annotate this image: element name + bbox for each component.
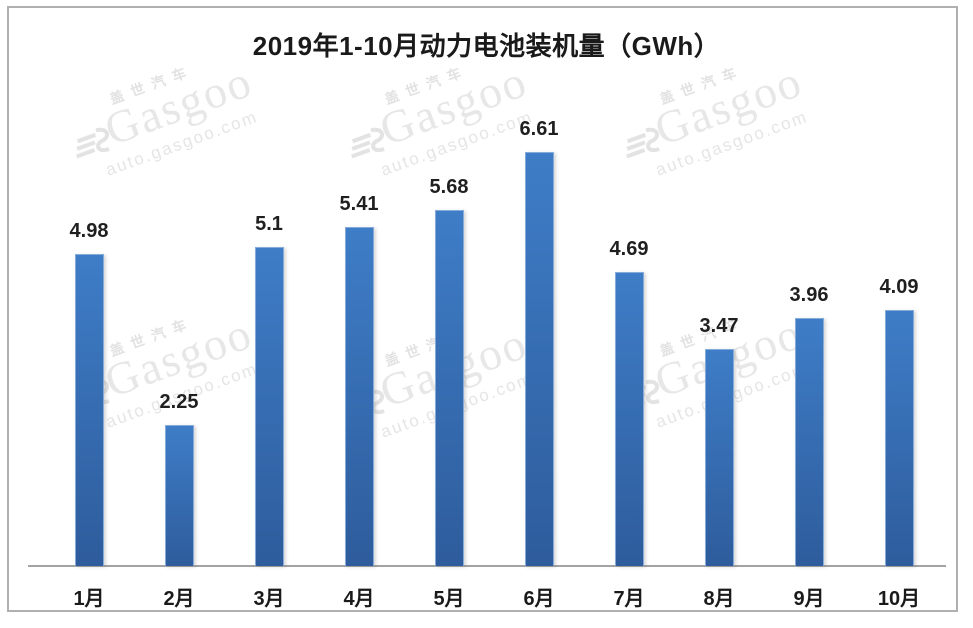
x-axis-tick-label: 4月 [343, 588, 375, 610]
bar [704, 349, 734, 566]
bar-value-label: 4.09 [879, 276, 919, 298]
bar-value-label: 5.1 [255, 213, 283, 235]
bar [884, 310, 914, 566]
bar-value-label: 4.98 [69, 220, 109, 242]
chart-frame-border [7, 6, 958, 612]
x-axis-tick-label: 5月 [433, 588, 465, 610]
bar-value-label: 3.96 [789, 284, 829, 306]
x-axis-tick-label: 6月 [523, 588, 555, 610]
chart-title: 2019年1-10月动力电池装机量（GWh） [252, 31, 721, 61]
bar [614, 272, 644, 566]
bar [164, 425, 194, 566]
bar [434, 210, 464, 566]
bar-value-label: 6.61 [519, 118, 559, 140]
bar [74, 254, 104, 566]
x-axis-tick-label: 2月 [163, 588, 195, 610]
bar-value-label: 5.68 [429, 176, 469, 198]
x-axis-line [28, 565, 946, 567]
x-axis-tick-label: 1月 [73, 588, 105, 610]
x-axis-tick-label: 8月 [703, 588, 735, 610]
bar [794, 318, 824, 566]
bar-value-label: 3.47 [699, 315, 739, 337]
bar-value-label: 4.69 [609, 238, 649, 260]
x-axis-tick-label: 9月 [793, 588, 825, 610]
bar [254, 247, 284, 566]
bar-value-label: 2.25 [159, 391, 199, 413]
bar [344, 227, 374, 566]
x-axis-tick-label: 10月 [877, 588, 921, 610]
x-axis-tick-label: 3月 [253, 588, 285, 610]
bar [524, 152, 554, 566]
x-axis-tick-label: 7月 [613, 588, 645, 610]
bar-value-label: 5.41 [339, 193, 379, 215]
